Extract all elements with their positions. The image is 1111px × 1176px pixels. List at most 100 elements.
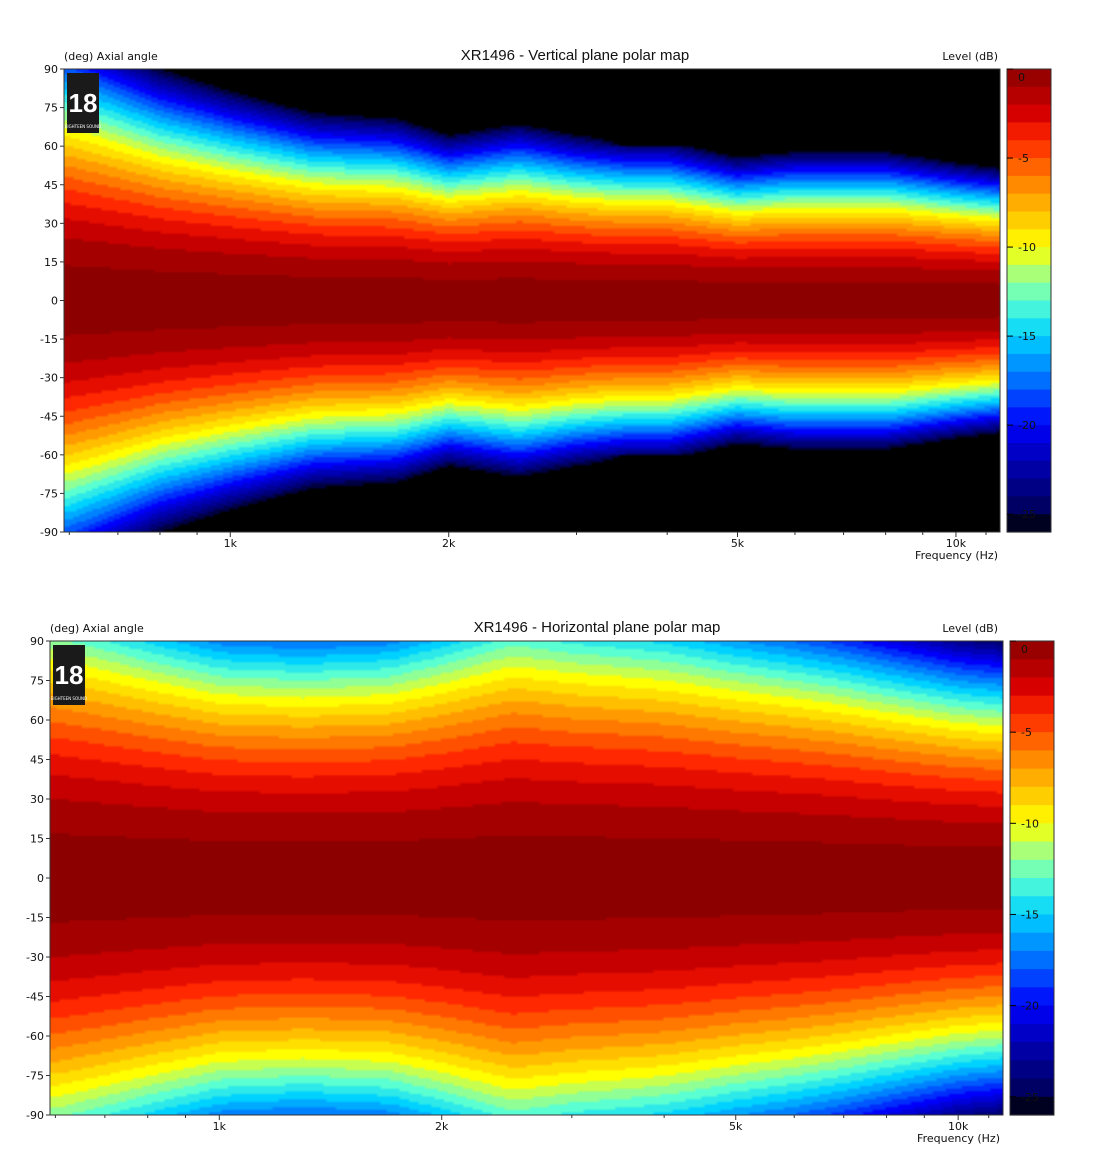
colorbar-band	[1007, 318, 1051, 337]
colorbar-label: Level (dB)	[942, 622, 998, 635]
y-tick-label: -60	[26, 1030, 44, 1043]
colorbar-band	[1010, 768, 1054, 788]
colorbar-band	[1007, 300, 1051, 319]
colorbar-tick-label: -20	[1018, 419, 1036, 432]
colorbar-label: Level (dB)	[942, 50, 998, 63]
y-tick-label: 60	[30, 714, 44, 727]
colorbar-band	[1007, 140, 1051, 159]
colorbar-tick-label: 0	[1021, 643, 1028, 656]
y-tick-label: -45	[26, 991, 44, 1004]
y-tick-label: -90	[26, 1109, 44, 1122]
logo-subtext: EIGHTEEN SOUND	[65, 124, 101, 129]
colorbar-band	[1010, 677, 1054, 697]
horizontal-polar-map: XR1496 - Horizontal plane polar map (deg…	[0, 612, 1111, 1172]
colorbar-tick-label: -10	[1018, 241, 1036, 254]
colorbar-band	[1007, 514, 1051, 533]
colorbar-band	[1010, 732, 1054, 751]
colorbar-tick-label: -25	[1018, 508, 1036, 521]
y-tick-label: 75	[30, 675, 44, 688]
y-tick-label: 45	[44, 179, 58, 192]
colorbar-band	[1010, 659, 1054, 679]
colorbar-band	[1007, 104, 1051, 124]
colorbar-tick-label: -25	[1021, 1091, 1039, 1104]
colorbar-band	[1007, 69, 1051, 88]
colorbar: 0 -5 -10 -15 -20 -25	[1006, 68, 1052, 533]
x-axis-label: Frequency (Hz)	[917, 1132, 1000, 1145]
y-axis-ticks: 90 75 60 45 30 15 0 -15 -30 -45 -60 -75 -90	[26, 635, 50, 1122]
y-tick-label: -90	[40, 526, 58, 539]
y-tick-label: 15	[44, 256, 58, 269]
colorbar-band	[1007, 442, 1051, 462]
colorbar-band	[1010, 1005, 1054, 1025]
colorbar-band	[1010, 1042, 1054, 1061]
heatmap-image	[50, 641, 1003, 1115]
y-tick-label: 60	[44, 140, 58, 153]
colorbar-tick-label: -20	[1021, 1000, 1039, 1013]
logo-number: 18	[69, 88, 98, 118]
colorbar-band	[1007, 460, 1051, 480]
x-tick-label: 1k	[224, 537, 238, 550]
y-tick-label: 0	[37, 872, 44, 885]
colorbar-band	[1010, 878, 1054, 897]
colorbar-tick-label: -10	[1021, 817, 1039, 830]
x-tick-label: 5k	[731, 537, 745, 550]
logo-number: 18	[55, 660, 84, 690]
x-axis-label: Frequency (Hz)	[915, 549, 998, 562]
colorbar-band	[1010, 750, 1054, 770]
colorbar-frame	[1009, 640, 1055, 1116]
y-axis-label: (deg) Axial angle	[50, 622, 144, 635]
chart-title: XR1496 - Vertical plane polar map	[461, 47, 689, 64]
colorbar-band	[1007, 122, 1051, 141]
logo-subtext: EIGHTEEN SOUND	[51, 696, 87, 701]
y-tick-label: -15	[40, 333, 58, 346]
colorbar-band	[1007, 175, 1051, 195]
x-tick-label: 2k	[435, 1120, 449, 1133]
y-tick-label: 30	[44, 217, 58, 230]
y-axis-label: (deg) Axial angle	[64, 50, 158, 63]
colorbar-band	[1010, 969, 1054, 988]
colorbar-band	[1010, 987, 1054, 1007]
y-tick-label: 0	[51, 295, 58, 308]
colorbar-band	[1007, 353, 1051, 373]
chart-title: XR1496 - Horizontal plane polar map	[474, 619, 721, 636]
x-tick-label: 2k	[442, 537, 456, 550]
colorbar-band	[1007, 389, 1051, 408]
colorbar-band	[1007, 371, 1051, 391]
colorbar-band	[1010, 786, 1054, 806]
colorbar-band	[1010, 950, 1054, 970]
colorbar-band	[1007, 158, 1051, 177]
colorbar-band	[1010, 805, 1054, 824]
colorbar-tick-label: -5	[1021, 726, 1032, 739]
colorbar-band	[1007, 282, 1051, 302]
y-tick-label: -75	[26, 1070, 44, 1083]
brand-logo: 18 EIGHTEEN SOUND	[51, 645, 87, 705]
y-tick-label: 45	[30, 754, 44, 767]
colorbar-band	[1010, 823, 1054, 843]
x-axis-ticks: 1k 2k 5k 10k	[54, 1115, 990, 1133]
y-tick-label: -15	[26, 912, 44, 925]
vertical-polar-map-svg: XR1496 - Vertical plane polar map (deg) …	[40, 47, 1052, 562]
colorbar-frame	[1006, 68, 1052, 533]
colorbar-band	[1010, 1078, 1054, 1098]
colorbar-tick-label: -15	[1021, 908, 1039, 921]
colorbar-band	[1007, 496, 1051, 515]
colorbar-band	[1007, 211, 1051, 230]
colorbar: 0 -5 -10 -15 -20 -25	[1009, 640, 1055, 1116]
colorbar-band	[1007, 407, 1051, 426]
colorbar-tick-label: -15	[1018, 330, 1036, 343]
x-tick-label: 1k	[213, 1120, 227, 1133]
colorbar-band	[1007, 264, 1051, 284]
y-tick-label: -30	[26, 951, 44, 964]
colorbar-band	[1010, 1060, 1054, 1080]
vertical-polar-map: XR1496 - Vertical plane polar map (deg) …	[0, 40, 1111, 600]
horizontal-polar-map-svg: XR1496 - Horizontal plane polar map (deg…	[26, 619, 1055, 1145]
x-tick-label: 10k	[948, 1120, 969, 1133]
colorbar-band	[1010, 1023, 1054, 1043]
y-tick-label: 15	[30, 833, 44, 846]
colorbar-band	[1010, 641, 1054, 660]
y-tick-label: -60	[40, 449, 58, 462]
colorbar-band	[1010, 896, 1054, 916]
colorbar-band	[1010, 713, 1054, 733]
colorbar-band	[1007, 193, 1051, 213]
y-tick-label: 75	[44, 102, 58, 115]
